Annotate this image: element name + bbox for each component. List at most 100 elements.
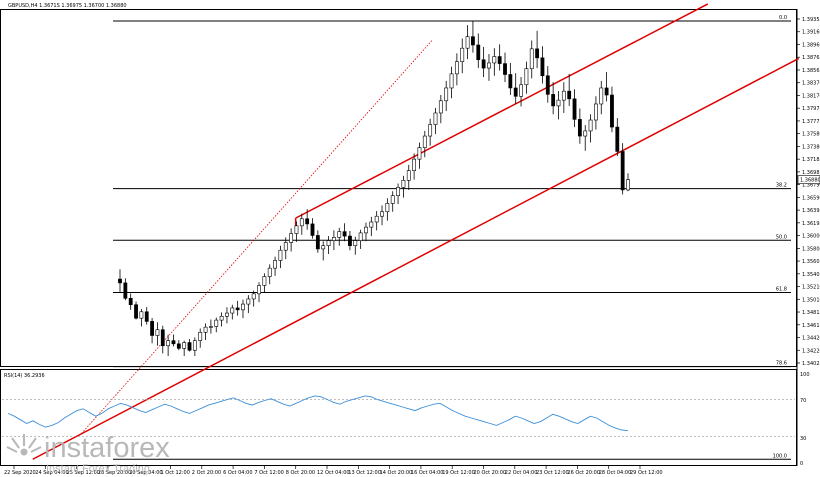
- candle-body: [167, 341, 170, 346]
- candle: [183, 341, 186, 356]
- price-tick-label: 1.38370: [802, 81, 820, 87]
- candle-body: [316, 235, 319, 248]
- candle: [380, 205, 383, 225]
- candle: [445, 81, 448, 111]
- candle-body: [311, 224, 314, 236]
- candle-body: [172, 341, 175, 344]
- candle: [391, 191, 394, 212]
- candle-body: [455, 62, 458, 74]
- candle: [364, 223, 367, 242]
- candle-body: [450, 74, 453, 88]
- candle-body: [247, 299, 250, 304]
- watermark-brand: instaforex: [44, 432, 170, 464]
- candle-body: [290, 234, 293, 243]
- price-tick-label: 1.34615: [802, 323, 820, 329]
- candle-body: [193, 341, 196, 351]
- candle: [375, 211, 378, 230]
- candle: [199, 328, 202, 347]
- candle: [322, 241, 325, 260]
- candle-body: [359, 233, 362, 241]
- time-tick-label: 26 Oct 20:00: [567, 470, 600, 476]
- price-tick-label: 1.38170: [802, 93, 820, 99]
- candle: [471, 21, 474, 53]
- candle-body: [161, 330, 164, 346]
- price-tick-label: 1.34815: [802, 310, 820, 316]
- time-tick-label: 28 Oct 04:00: [599, 470, 632, 476]
- candle-body: [156, 330, 159, 336]
- candle: [487, 54, 490, 81]
- candle: [546, 66, 549, 103]
- candle-body: [188, 343, 191, 351]
- candle-body: [279, 250, 282, 260]
- candle: [418, 142, 421, 168]
- candle-body: [375, 216, 378, 222]
- price-tick-label: 1.39160: [802, 30, 820, 36]
- price-tick-label: 1.34220: [802, 348, 820, 354]
- time-tick-label: 23 Oct 12:00: [536, 470, 569, 476]
- fib-level-label: 61.8: [776, 287, 787, 293]
- candle-body: [183, 343, 186, 349]
- candle-body: [268, 268, 271, 276]
- candle-body: [364, 227, 367, 233]
- time-tick-label: 1 Oct 12:00: [161, 470, 190, 476]
- candle: [316, 230, 319, 252]
- candle: [193, 337, 196, 356]
- rsi-indicator-label: RSI(14) 36.2936: [4, 373, 45, 379]
- candle-body: [338, 232, 341, 238]
- candle-body: [573, 99, 576, 120]
- candle-body: [118, 279, 121, 283]
- candle: [204, 323, 207, 340]
- candle: [562, 82, 565, 113]
- candle-body: [413, 159, 416, 171]
- channel-upper-line: [296, 4, 708, 218]
- candle: [300, 214, 303, 235]
- candle: [605, 72, 608, 102]
- candle-body: [477, 45, 480, 60]
- candle-body: [380, 212, 383, 216]
- candle: [514, 73, 517, 104]
- candle-body: [600, 88, 603, 104]
- candle-body: [461, 48, 464, 61]
- candle: [129, 293, 132, 309]
- candle-body: [231, 308, 234, 313]
- instaforex-watermark: instaforex Instant Forex Trading: [7, 432, 170, 475]
- candle-body: [525, 69, 528, 85]
- price-tick-label: 1.37775: [802, 119, 820, 125]
- candle: [461, 39, 464, 74]
- candle: [348, 231, 351, 250]
- candle-body: [284, 243, 287, 251]
- rsi-layer: [2, 396, 795, 437]
- price-tick-label: 1.36985: [802, 170, 820, 176]
- candle: [493, 48, 496, 76]
- candle: [402, 176, 405, 198]
- candle-body: [557, 100, 560, 106]
- candle-body: [209, 327, 212, 328]
- candle-body: [584, 131, 587, 136]
- candle-body: [498, 57, 501, 64]
- time-tick-label: 19 Oct 12:00: [442, 470, 475, 476]
- candle: [220, 312, 223, 326]
- rsi-level-70: 70: [800, 398, 806, 404]
- candle: [525, 62, 528, 94]
- candle: [482, 47, 485, 77]
- candle-body: [370, 222, 373, 227]
- price-tick-label: 1.37380: [802, 144, 820, 150]
- candle-body: [306, 219, 309, 224]
- candle: [118, 269, 121, 292]
- candle: [247, 295, 250, 313]
- candle: [407, 165, 410, 190]
- candle: [509, 63, 512, 95]
- candle-body: [423, 136, 426, 148]
- projection-dotted-line: [81, 41, 432, 434]
- candle: [209, 319, 212, 333]
- candle-body: [129, 298, 132, 304]
- price-tick-label: 1.34025: [802, 361, 820, 367]
- candle-body: [257, 285, 260, 293]
- candle: [439, 95, 442, 123]
- candle-body: [503, 64, 506, 75]
- candle: [327, 236, 330, 254]
- candle-body: [252, 294, 255, 299]
- price-tick-label: 1.38960: [802, 42, 820, 48]
- price-tick-label: 1.37185: [802, 157, 820, 163]
- price-tick-label: 1.36395: [802, 208, 820, 214]
